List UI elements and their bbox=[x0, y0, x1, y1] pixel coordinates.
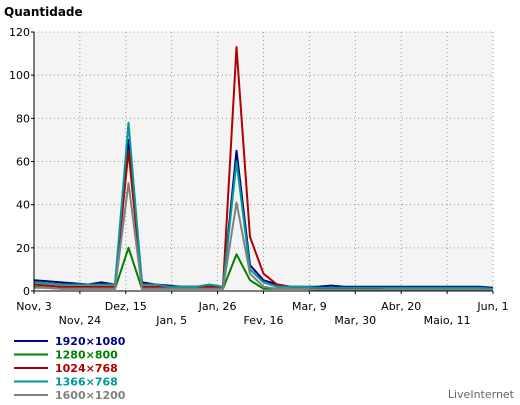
x-tick-label-lower: Jan, 5 bbox=[155, 314, 187, 327]
x-tick-label-lower: Fev, 16 bbox=[244, 314, 284, 327]
grid bbox=[33, 31, 494, 291]
x-tick-label-lower: Mar, 30 bbox=[334, 314, 376, 327]
series-lines bbox=[33, 46, 494, 291]
x-tick-label-upper: Nov, 3 bbox=[16, 300, 51, 313]
chart-title: Quantidade bbox=[4, 5, 83, 19]
x-tick-label-upper: Abr, 20 bbox=[381, 300, 421, 313]
y-axis-ticks: 0 20 40 60 80 100 120 bbox=[9, 26, 34, 298]
legend-label: 1024×768 bbox=[55, 362, 118, 375]
brand-label: LiveInternet bbox=[448, 388, 515, 401]
legend-label: 1366×768 bbox=[55, 376, 118, 389]
axes bbox=[33, 32, 493, 292]
legend-label: 1920×1080 bbox=[55, 335, 126, 348]
y-tick-label: 20 bbox=[16, 242, 30, 255]
x-tick-label-upper: Mar, 9 bbox=[292, 300, 327, 313]
y-tick-label: 40 bbox=[16, 199, 30, 212]
x-tick-label-lower: Nov, 24 bbox=[59, 314, 101, 327]
legend-label: 1280×800 bbox=[55, 349, 118, 362]
legend: 1920×10801280×8001024×7681366×7681600×12… bbox=[14, 335, 126, 402]
y-tick-label: 100 bbox=[9, 69, 30, 82]
y-tick-label: 0 bbox=[23, 285, 30, 298]
y-tick-label: 80 bbox=[16, 112, 30, 125]
y-tick-label: 60 bbox=[16, 156, 30, 169]
x-tick-label-upper: Jun, 1 bbox=[476, 300, 508, 313]
x-axis-ticks: Nov, 3 Dez, 15 Jan, 26 Mar, 9 Abr, 20 Jun, 1 N… bbox=[16, 291, 509, 327]
x-tick-label-upper: Dez, 15 bbox=[105, 300, 147, 313]
y-tick-label: 120 bbox=[9, 26, 30, 39]
x-tick-label-lower: Maio, 11 bbox=[424, 314, 471, 327]
legend-label: 1600×1200 bbox=[55, 389, 126, 402]
series-line bbox=[34, 182, 493, 291]
x-tick-label-upper: Jan, 26 bbox=[198, 300, 237, 313]
series-line bbox=[33, 121, 494, 290]
